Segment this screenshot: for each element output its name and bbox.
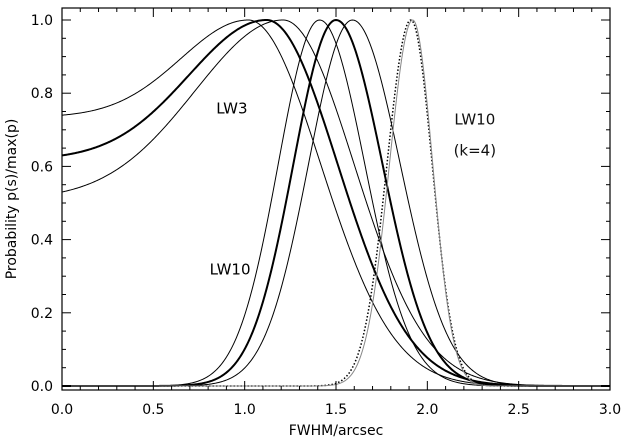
x-tick-label: 0.0 (51, 402, 73, 418)
annotation-lw10: LW10 (210, 260, 251, 278)
series-line (61, 19, 610, 387)
y-tick-label: 0.6 (31, 159, 53, 175)
y-tick-labels: 0.0 0.2 0.4 0.6 0.8 1.0 (31, 13, 53, 395)
x-tick-label: 2.0 (416, 402, 438, 418)
y-tick-label: 1.0 (31, 13, 53, 29)
x-tick-label: 0.5 (142, 402, 164, 418)
series-line (62, 19, 610, 387)
annotation-lw10-k4: LW10 (454, 110, 495, 128)
axis-ticks (61, 8, 611, 390)
y-tick-label: 0.2 (31, 306, 53, 322)
x-axis-label: FWHM/arcsec (289, 423, 384, 439)
series-line (62, 19, 610, 387)
annotation-lw3: LW3 (216, 99, 247, 117)
plot-frame (61, 7, 611, 391)
series-line (61, 18, 610, 387)
y-axis-label: Probability p(s)/max(p) (4, 119, 20, 280)
y-tick-label: 0.0 (31, 379, 53, 395)
x-tick-label: 3.0 (599, 402, 621, 418)
series-line (62, 18, 610, 387)
y-tick-label: 0.4 (31, 233, 53, 249)
x-tick-label: 1.0 (234, 402, 256, 418)
series-line (62, 19, 610, 387)
annotation-k4: (k=4) (454, 141, 497, 159)
series-curves (61, 18, 610, 387)
series-line (61, 19, 610, 387)
x-tick-label: 2.5 (508, 402, 530, 418)
x-tick-label: 1.5 (325, 402, 347, 418)
y-tick-label: 0.8 (31, 86, 53, 102)
series-line (62, 19, 610, 387)
x-tick-labels: 0.0 0.5 1.0 1.5 2.0 2.5 3.0 (51, 402, 621, 418)
